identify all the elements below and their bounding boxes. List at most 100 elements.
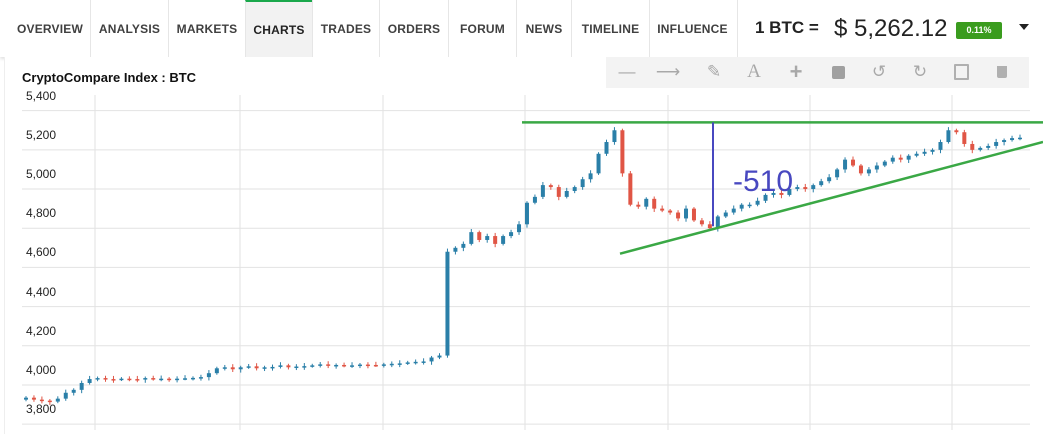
candle-body	[620, 130, 625, 174]
candle-body	[445, 251, 450, 356]
candle-body	[755, 200, 760, 205]
tab-charts[interactable]: CHARTS	[245, 0, 312, 57]
save-icon[interactable]	[949, 61, 973, 83]
y-tick-label: 4,400	[26, 284, 57, 299]
candle-body	[819, 181, 824, 186]
redo-icon[interactable]: ↻	[912, 62, 928, 81]
candle-body	[564, 190, 569, 197]
candle-body	[167, 378, 172, 381]
pencil-icon[interactable]: ✎	[706, 62, 722, 81]
candle-body	[326, 364, 331, 366]
candle-body	[866, 169, 871, 174]
candle-body	[437, 355, 442, 358]
coin-label: 1 BTC =	[755, 18, 819, 37]
candle-body	[858, 165, 863, 174]
tab-markets[interactable]: MARKETS	[168, 0, 245, 57]
candle-body	[827, 177, 832, 182]
measure-label: -510	[733, 165, 793, 198]
candle-body	[381, 364, 386, 366]
text-icon[interactable]: A	[747, 61, 761, 82]
candle-body	[994, 142, 999, 146]
tab-news[interactable]: NEWS	[516, 0, 571, 57]
candle-body	[238, 367, 243, 370]
candle-body	[1002, 140, 1007, 143]
chart-title: CryptoCompare Index : BTC	[22, 70, 197, 85]
tab-forum[interactable]: FORUM	[448, 0, 516, 57]
candle-body	[930, 149, 935, 152]
tab-overview[interactable]: OVERVIEW	[16, 21, 84, 36]
trash-icon[interactable]	[990, 61, 1014, 83]
candle-body	[477, 232, 482, 240]
candle-body	[684, 208, 689, 219]
candle-body	[318, 364, 323, 366]
candle-body	[532, 196, 537, 203]
candle-body	[127, 378, 132, 381]
chart-toolbar: — ⟶ ✎ A + ↺ ↻	[606, 57, 1029, 88]
candle-body	[898, 157, 903, 160]
candle-body	[143, 378, 148, 380]
candle-body	[95, 378, 100, 380]
candle-body	[429, 357, 434, 362]
candle-body	[119, 378, 124, 381]
price-value: $ 5,262.12	[834, 15, 948, 42]
candle-body	[723, 212, 728, 217]
candle-body	[548, 185, 553, 188]
candle-body	[779, 192, 784, 195]
candle-body	[628, 173, 633, 205]
candle-body	[946, 130, 951, 143]
candle-body	[190, 377, 195, 380]
candle-body	[771, 192, 776, 195]
candle-body	[286, 365, 291, 368]
candle-body	[55, 398, 60, 402]
candle-body	[222, 367, 227, 369]
tab-analysis[interactable]: ANALYSIS	[90, 0, 168, 57]
candle-body	[540, 185, 545, 197]
candle-body	[660, 208, 665, 211]
candle-body	[278, 365, 283, 367]
y-tick-label: 5,000	[26, 167, 57, 182]
candle-body	[691, 208, 696, 221]
candle-body	[763, 194, 768, 201]
candle-body	[882, 161, 887, 166]
candle-body	[294, 366, 299, 369]
tab-timeline[interactable]: TIMELINE	[571, 0, 649, 57]
candle-body	[254, 366, 259, 369]
candle-body	[612, 130, 617, 143]
plus-icon[interactable]: +	[789, 59, 803, 84]
candle-body	[580, 179, 585, 188]
tab-trades[interactable]: TRADES	[312, 0, 379, 57]
candle-body	[962, 132, 967, 144]
candle-body	[954, 130, 959, 133]
candle-body	[334, 364, 339, 367]
candle-body	[731, 208, 736, 213]
minus-icon[interactable]: —	[618, 62, 636, 81]
tab-influence[interactable]: INFLUENCE	[649, 0, 735, 57]
candle-body	[803, 187, 808, 190]
square-icon[interactable]	[826, 61, 850, 83]
candle-body	[604, 142, 609, 154]
candle-body	[906, 155, 911, 160]
candle-body	[246, 366, 251, 368]
candle-body	[183, 378, 188, 380]
candle-body	[1018, 137, 1022, 140]
candle-body	[715, 216, 720, 229]
candle-body	[397, 363, 402, 365]
candle-body	[843, 159, 848, 170]
candle-body	[676, 212, 681, 219]
chevron-down-icon[interactable]	[1019, 24, 1029, 30]
candle-body	[31, 397, 36, 400]
arrow-right-icon[interactable]: ⟶	[655, 62, 681, 81]
chart-panel	[4, 57, 1043, 434]
candle-body	[835, 169, 840, 178]
main-nav: OVERVIEW ANALYSIS MARKETS CHARTS TRADES ORDER…	[10, 0, 735, 57]
candle-body	[874, 165, 879, 170]
candle-body	[469, 232, 474, 244]
candle-body	[668, 210, 673, 213]
candle-body	[270, 366, 275, 369]
undo-icon[interactable]: ↺	[871, 62, 887, 81]
change-badge: 0.11%	[956, 22, 1002, 39]
candle-body	[851, 159, 856, 166]
candle-body	[350, 365, 355, 367]
tab-orders[interactable]: ORDERS	[379, 0, 448, 57]
